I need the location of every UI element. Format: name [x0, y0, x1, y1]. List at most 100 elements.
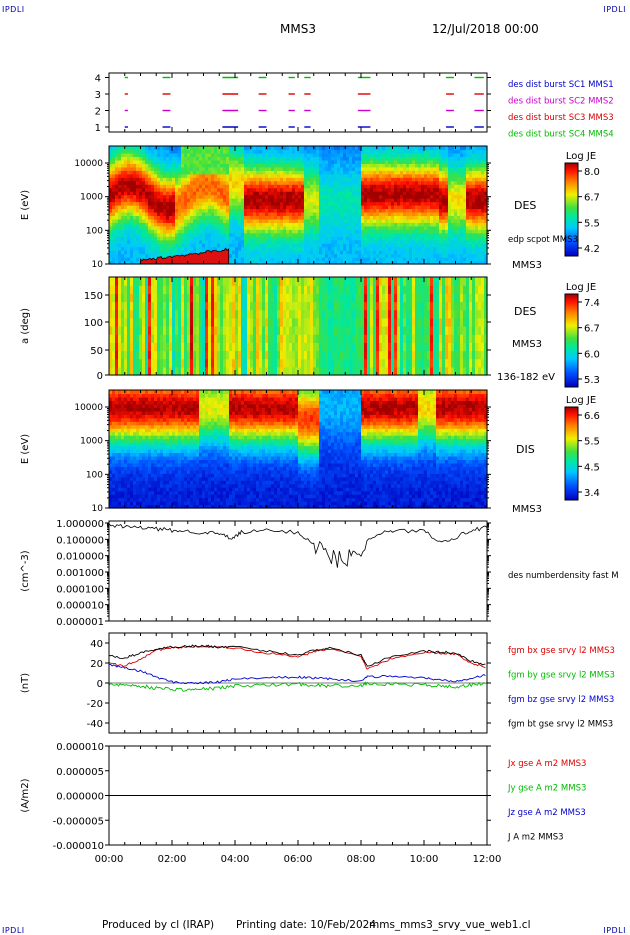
des-energy-cell-cell: [118, 146, 122, 151]
des-energy-cell-cell: [277, 170, 281, 175]
des-energy-cell-cell: [253, 208, 257, 213]
des-energy-cell-cell: [337, 152, 341, 158]
des-energy-cell-cell: [262, 173, 266, 178]
des-energy-cell-cell: [430, 218, 434, 223]
des-energy-cell-cell: [400, 250, 404, 255]
des-energy-cell-cell: [163, 170, 167, 175]
des-energy-cell-cell: [214, 205, 218, 210]
des-energy-cell-cell: [136, 232, 140, 237]
des-energy-cell-cell: [406, 163, 410, 168]
des-energy-cell-cell: [130, 243, 134, 248]
des-energy-cell-cell: [319, 257, 323, 262]
des-energy-cell-cell: [109, 236, 113, 241]
des-energy-cell-cell: [280, 250, 284, 255]
des-energy-cell-cell: [118, 159, 122, 164]
des-energy-cell-cell: [265, 225, 269, 230]
des-energy-cell-cell: [424, 246, 428, 251]
des-energy-cell-cell: [382, 236, 386, 241]
des-energy-cell-cell: [448, 173, 452, 178]
des-energy-cell-cell: [256, 152, 260, 158]
des-energy-cell-cell: [352, 159, 356, 164]
des-energy-cell-cell: [124, 222, 128, 227]
des-energy-cell-cell: [376, 218, 380, 223]
des-energy-cell-cell: [403, 146, 407, 151]
des-energy-cell-cell: [397, 159, 401, 164]
des-energy-cell-cell: [220, 170, 224, 175]
des-energy-cell-cell: [118, 180, 122, 185]
des-energy-cell-cell: [145, 198, 149, 203]
des-energy-cell-cell: [370, 232, 374, 237]
des-energy-cell-cell: [238, 184, 242, 189]
des-energy-cell-cell: [184, 236, 188, 241]
des-energy-cell-cell: [217, 159, 221, 164]
des-energy-cell-cell: [325, 180, 329, 185]
des-energy-cell-cell: [280, 253, 284, 258]
des-energy-cell-cell: [184, 250, 188, 255]
des-energy-cell-cell: [373, 229, 377, 234]
des-energy-cell-cell: [316, 146, 320, 151]
des-energy-cell-cell: [286, 232, 290, 237]
des-energy-cell-cell: [310, 225, 314, 230]
des-energy-cell-cell: [250, 149, 254, 154]
des-energy-cell-cell: [139, 180, 143, 185]
des-energy-cell-cell: [136, 149, 140, 154]
des-energy-cell-cell: [235, 201, 239, 206]
des-energy-cell-cell: [388, 218, 392, 223]
des-energy-cell-cell: [184, 198, 188, 203]
des-energy-cell-cell: [307, 232, 311, 237]
des-energy-cell-cell: [190, 146, 194, 151]
des-energy-cell-cell: [391, 246, 395, 251]
des-energy-cell-cell: [121, 243, 125, 248]
des-energy-cell-cell: [385, 180, 389, 185]
des-energy-cell-cell: [268, 246, 272, 251]
des-energy-cell-cell: [211, 201, 215, 206]
des-energy-cell-cell: [199, 170, 203, 175]
des-energy-cell-cell: [136, 205, 140, 210]
des-energy-cell-cell: [433, 166, 437, 171]
des-energy-cell-cell: [262, 146, 266, 151]
des-energy-cell-cell: [349, 149, 353, 154]
des-energy-cell-cell: [352, 232, 356, 237]
des-energy-cell-cell: [421, 201, 425, 206]
des-energy-cell-cell: [196, 159, 200, 164]
des-energy-cell-cell: [418, 246, 422, 251]
des-energy-cell-cell: [232, 250, 236, 255]
des-energy-cell-cell: [340, 246, 344, 251]
des-energy-cell-cell: [376, 194, 380, 199]
des-energy-cell-cell: [310, 222, 314, 227]
des-energy-cell-cell: [256, 159, 260, 164]
des-energy-cell-cell: [322, 243, 326, 248]
des-energy-cell-cell: [154, 246, 158, 251]
des-energy-cell-cell: [334, 177, 338, 182]
des-energy-cell-cell: [268, 152, 272, 158]
des-energy-cell-cell: [169, 180, 173, 185]
des-energy-cell-cell: [217, 218, 221, 223]
des-energy-cell-cell: [235, 239, 239, 244]
des-energy-cell-cell: [328, 163, 332, 168]
des-energy-cell-cell: [319, 173, 323, 178]
des-energy-cell-cell: [394, 208, 398, 213]
des-energy-cell-cell: [253, 243, 257, 248]
des-energy-cell-cell: [361, 222, 365, 227]
des-energy-cell-cell: [175, 152, 179, 158]
des-energy-cell-cell: [334, 246, 338, 251]
des-energy-cell-cell: [433, 215, 437, 220]
des-energy-cell-cell: [424, 260, 428, 265]
des-energy-cell-cell: [271, 191, 275, 196]
des-energy-cell-cell: [307, 260, 311, 265]
des-energy-cell-cell: [364, 211, 368, 217]
des-energy-cell-cell: [421, 146, 425, 151]
des-energy-cell-cell: [268, 149, 272, 154]
des-energy-cell-cell: [412, 229, 416, 234]
des-energy-cell-cell: [124, 198, 128, 203]
des-energy-cell-cell: [166, 170, 170, 175]
des-energy-cell-cell: [436, 211, 440, 217]
des-energy-cell-cell: [313, 163, 317, 168]
des-energy-cell-cell: [247, 170, 251, 175]
des-energy-cell-cell: [406, 201, 410, 206]
des-energy-cell-cell: [196, 180, 200, 185]
des-energy-cell-cell: [238, 177, 242, 182]
des-energy-cell-cell: [433, 232, 437, 237]
des-energy-cell-cell: [319, 201, 323, 206]
des-energy-cell-cell: [409, 180, 413, 185]
